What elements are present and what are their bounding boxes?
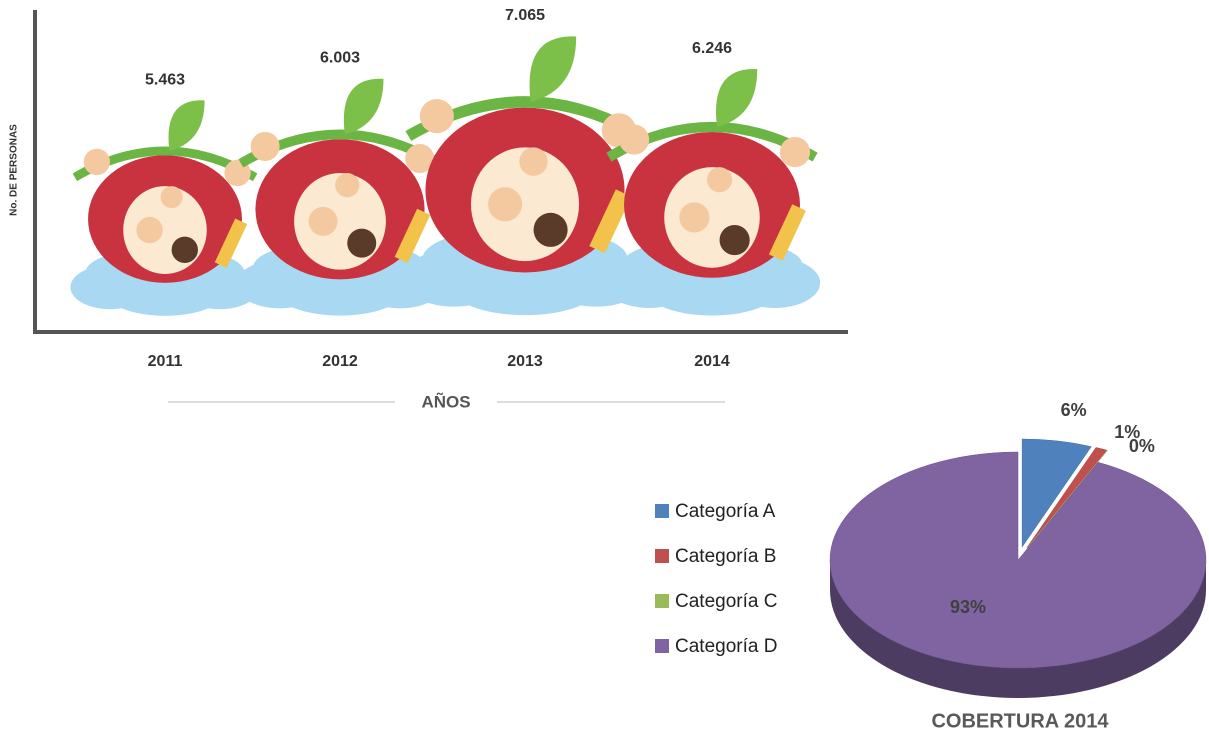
x-axis-label: AÑOS	[421, 391, 470, 411]
kid	[335, 173, 359, 197]
kid	[420, 99, 454, 133]
kid	[84, 149, 110, 175]
legend-swatch	[655, 549, 669, 563]
leaf	[530, 36, 577, 102]
leaf	[344, 79, 384, 135]
value-label: 6.246	[692, 40, 732, 57]
kid	[136, 217, 162, 243]
legend-swatch	[655, 504, 669, 518]
kid	[347, 229, 376, 258]
y-axis-label: No. DE PERSONAS	[9, 124, 20, 216]
pie-label: 6%	[1061, 400, 1087, 420]
kid	[707, 167, 732, 192]
kid	[488, 187, 522, 221]
x-tick-label: 2013	[507, 353, 543, 370]
kid	[720, 225, 750, 255]
kid	[679, 202, 709, 232]
kid	[619, 124, 649, 154]
kid	[172, 237, 198, 263]
pie-title: COBERTURA 2014	[931, 710, 1109, 732]
legend-swatch	[655, 639, 669, 653]
legend-swatch	[655, 594, 669, 608]
pictogram	[70, 100, 259, 316]
x-tick-label: 2014	[694, 353, 730, 370]
kid	[161, 186, 183, 208]
value-label: 5.463	[145, 71, 185, 88]
kid	[251, 132, 280, 161]
kid	[780, 137, 810, 167]
legend-label: Categoría A	[675, 501, 776, 522]
legend-label: Categoría B	[675, 546, 776, 567]
leaf	[716, 69, 757, 127]
x-tick-label: 2011	[148, 353, 183, 370]
x-tick-label: 2012	[322, 353, 358, 370]
legend-label: Categoría C	[675, 591, 777, 612]
value-label: 7.065	[505, 7, 545, 24]
leaf	[168, 100, 204, 151]
legend-label: Categoría D	[675, 636, 777, 657]
kid	[534, 213, 568, 247]
pie-label: 93%	[950, 597, 986, 617]
value-label: 6.003	[320, 50, 360, 67]
pie-slice	[830, 452, 1206, 668]
pie-label: 0%	[1129, 436, 1155, 456]
kid	[519, 147, 547, 175]
pictogram	[604, 69, 820, 315]
kid	[309, 207, 338, 236]
chart: No. DE PERSONAS AÑOS COBERTURA 2014 5.46…	[0, 0, 1209, 735]
